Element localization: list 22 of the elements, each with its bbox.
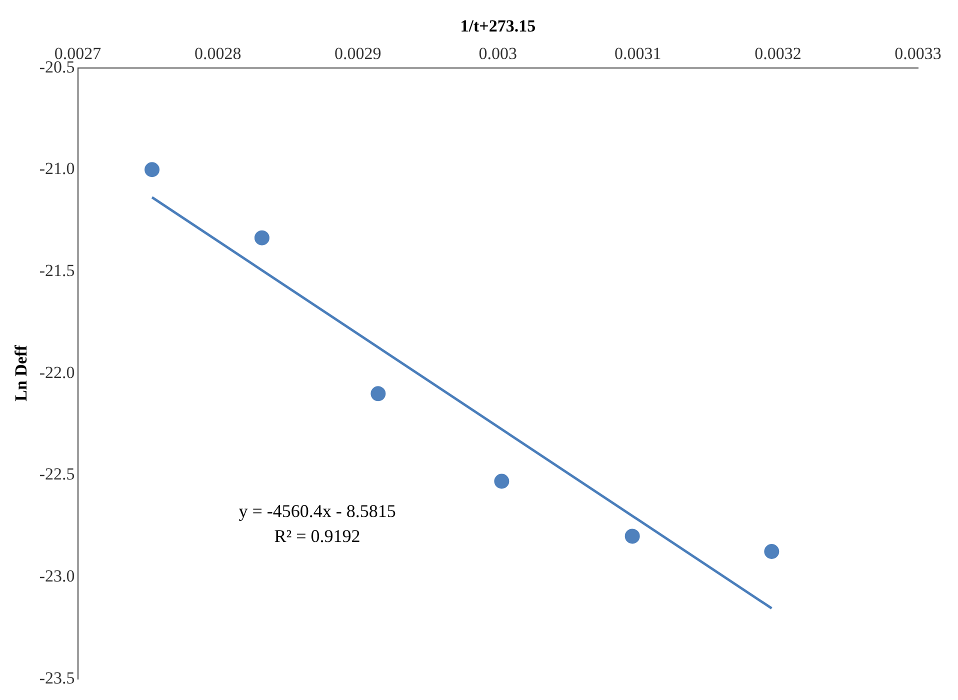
y-tick-label: -21.0 [39,159,75,178]
y-tick-label: -23.5 [39,668,75,688]
point [144,162,160,178]
x-tick-label: 0.0029 [334,44,382,64]
x-tick-label: 0.003 [478,44,518,64]
point [254,230,270,246]
y-tick-label: -22.0 [39,362,75,382]
point [494,474,510,489]
y-axis-title: Ln Deff [12,344,31,402]
y-tick-label: -21.5 [39,260,75,280]
annotation: y = -4560.4x - 8.5815 [238,500,396,521]
point [764,544,780,560]
y-tick-label: -23.0 [39,566,75,586]
x-axis-title: 1/t+273.15 [460,16,536,36]
x-tick-label: 0.0028 [194,44,242,64]
x-tick-label: 0.0032 [754,44,802,64]
point [370,386,386,402]
annotation: R² = 0.9192 [274,526,360,546]
x-tick-label: 0.0033 [894,44,942,64]
point [624,528,640,544]
x-tick-label: 0.0031 [614,44,662,64]
y-tick-label: -22.5 [39,464,75,484]
